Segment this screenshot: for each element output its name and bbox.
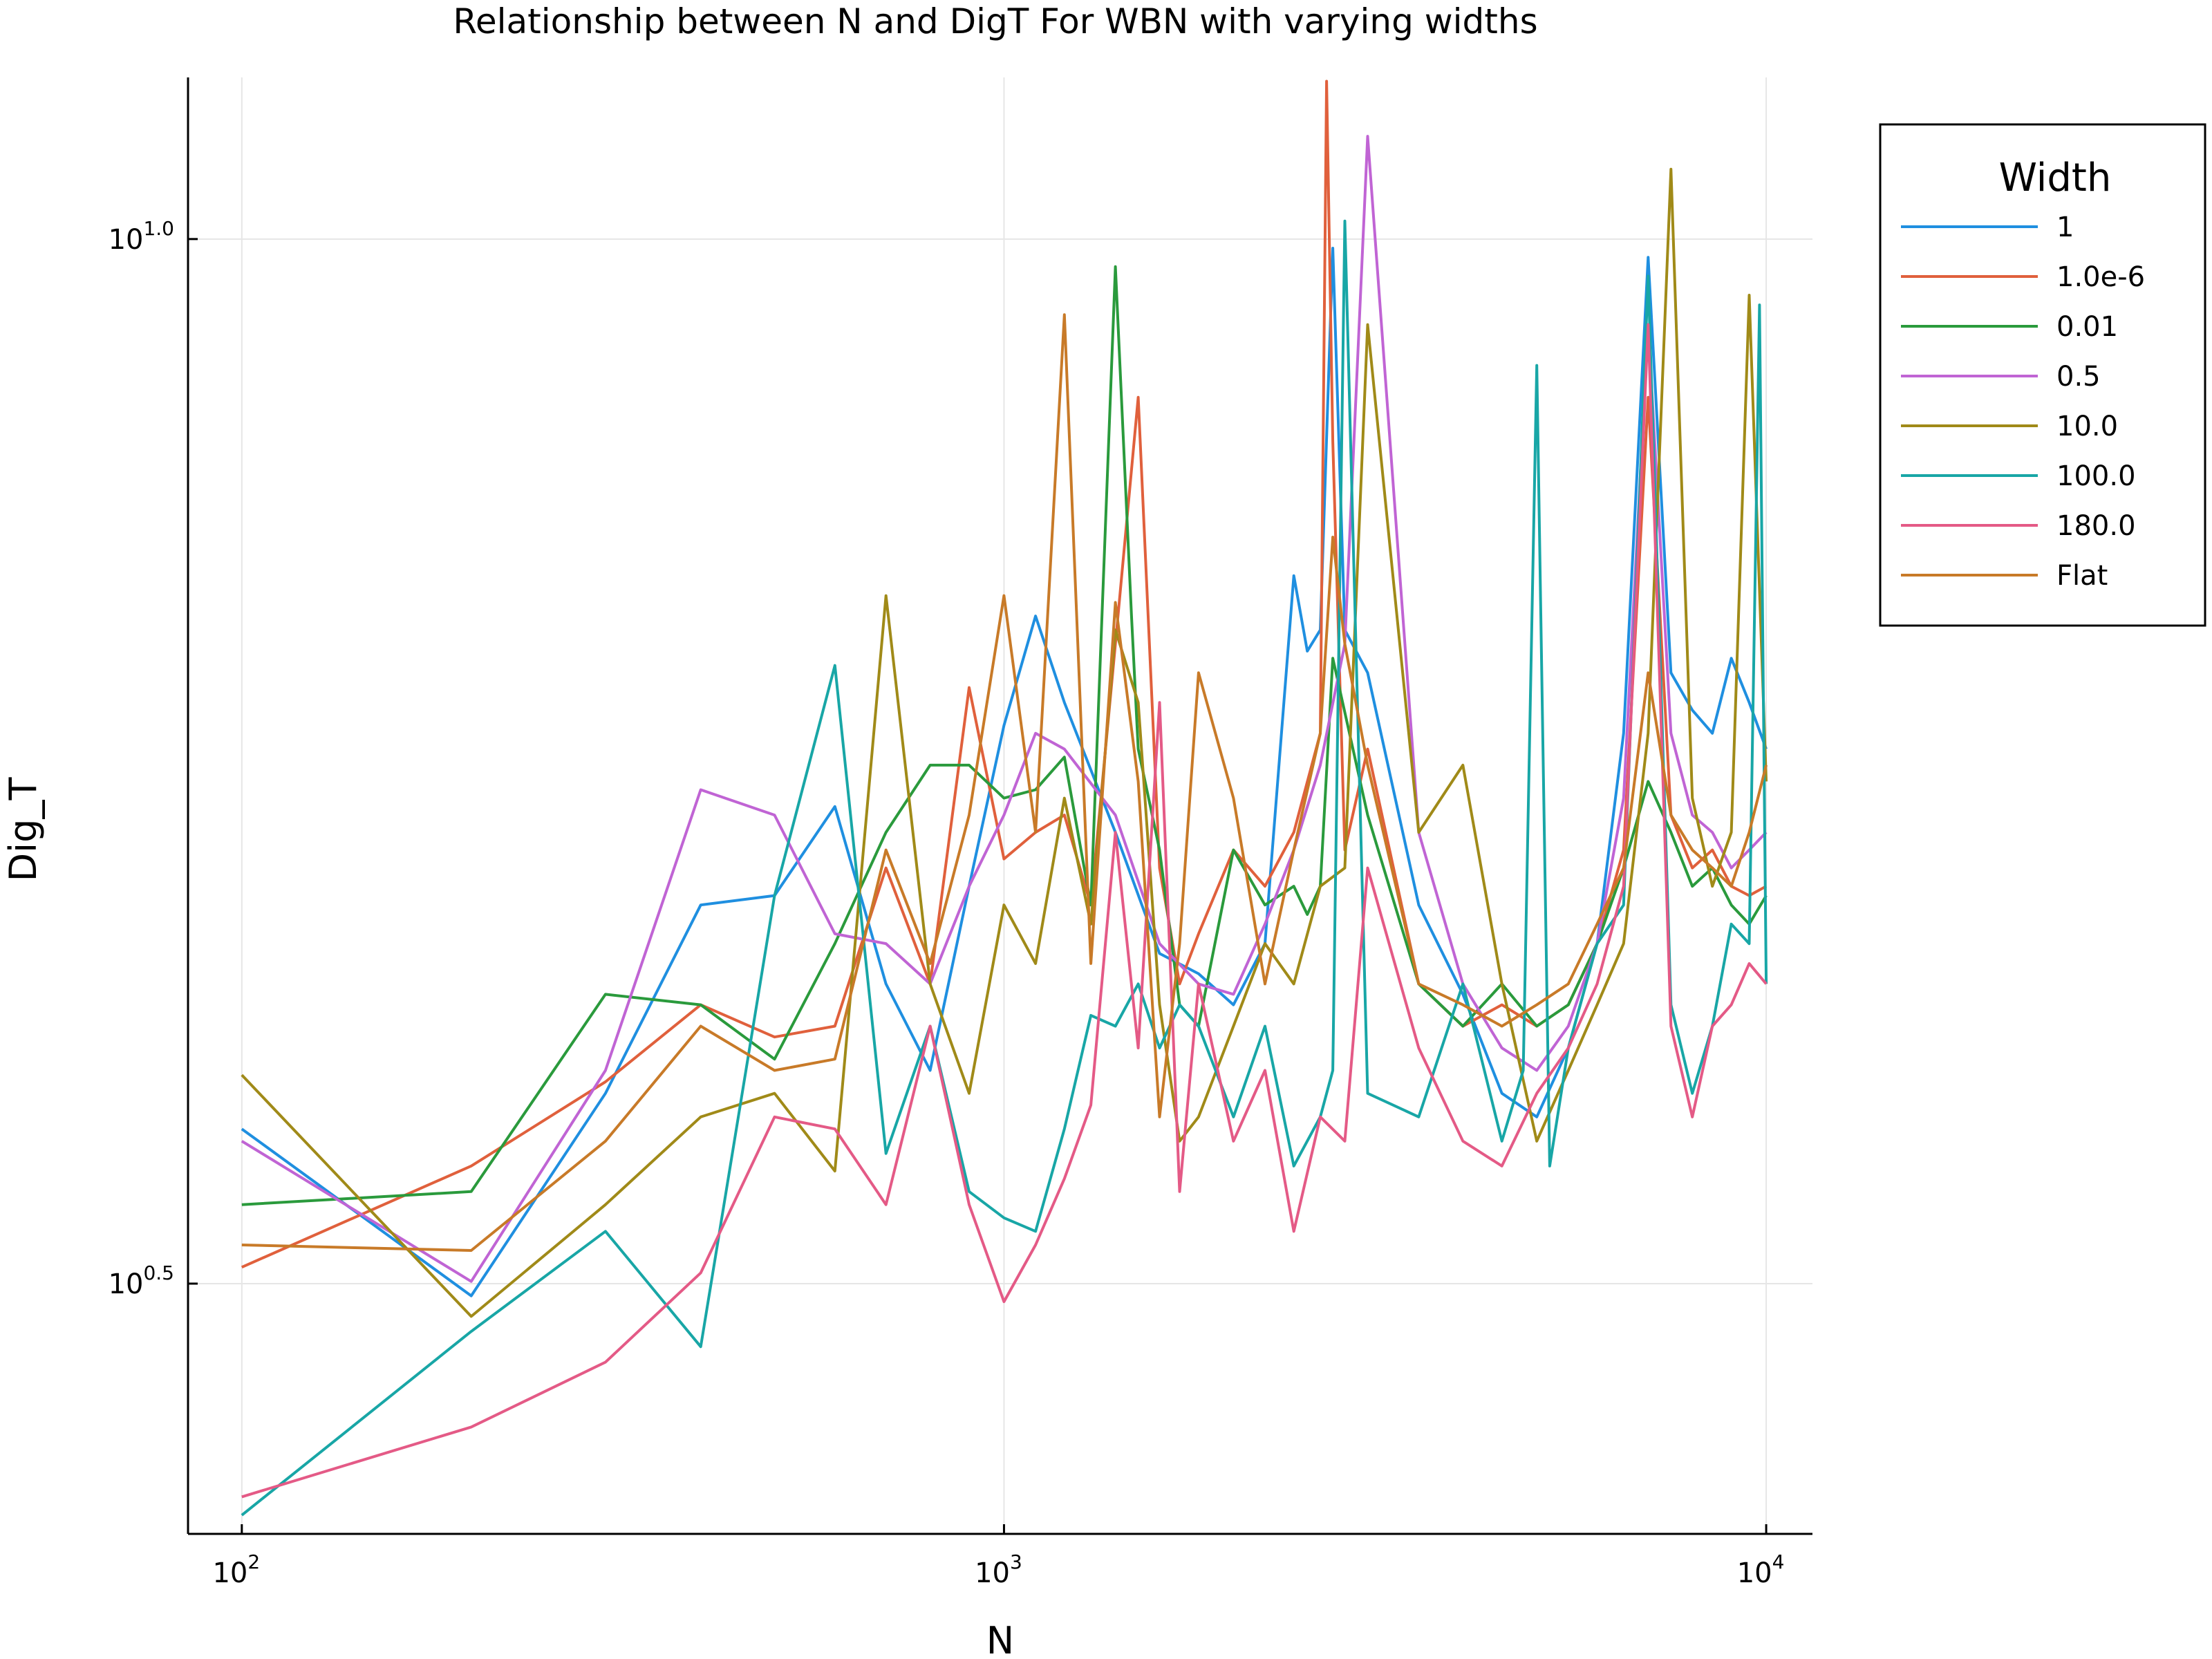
y-axis-label: Dig_T: [1, 777, 45, 882]
x-axis-label: N: [986, 1619, 1014, 1659]
y-tick-label: 100.5: [109, 1262, 174, 1300]
series-line-0: [241, 247, 1768, 1297]
x-tick-base: 10: [212, 1557, 247, 1589]
legend-label: 1: [2056, 212, 2074, 243]
x-tick-exponent: 3: [1010, 1550, 1022, 1573]
series-line-6: [241, 323, 1768, 1499]
x-tick-label: 103: [975, 1550, 1022, 1589]
x-tick-base: 10: [975, 1557, 1010, 1589]
legend-title: Width: [1999, 156, 2112, 200]
axes: [187, 77, 1812, 1535]
legend: Width 1 1.0e-6 0.01 0.5 10.0 100.0 180.0 Flat: [1879, 123, 2206, 627]
y-tick-base: 10: [109, 1268, 144, 1300]
y-tick-exponent: 1.0: [143, 217, 174, 240]
x-ticks: 102 103 104: [212, 1524, 1784, 1589]
legend-label: Flat: [2056, 560, 2108, 592]
legend-label: 100.0: [2056, 460, 2136, 492]
chart-title: Relationship between N and DigT For WBN …: [453, 1, 1537, 41]
legend-label: 10.0: [2056, 411, 2118, 442]
y-tick-label: 101.0: [109, 217, 174, 256]
legend-label: 180.0: [2056, 510, 2136, 542]
y-tick-base: 10: [109, 224, 144, 256]
x-tick-label: 102: [212, 1550, 260, 1589]
x-tick-exponent: 2: [247, 1550, 260, 1573]
series-layer: [241, 79, 1768, 1517]
x-tick-exponent: 4: [1772, 1550, 1785, 1573]
x-tick-base: 10: [1737, 1557, 1772, 1589]
grid: [188, 77, 1812, 1534]
legend-label: 1.0e-6: [2056, 261, 2145, 293]
series-line-5: [241, 219, 1768, 1517]
legend-label: 0.5: [2056, 361, 2101, 393]
x-tick-label: 104: [1737, 1550, 1785, 1589]
legend-items: 1 1.0e-6 0.01 0.5 10.0 100.0 180.0 Flat: [1901, 212, 2145, 592]
y-tick-exponent: 0.5: [143, 1262, 174, 1284]
legend-label: 0.01: [2056, 311, 2118, 343]
series-line-4: [241, 167, 1768, 1318]
series-line-7: [241, 313, 1768, 1252]
